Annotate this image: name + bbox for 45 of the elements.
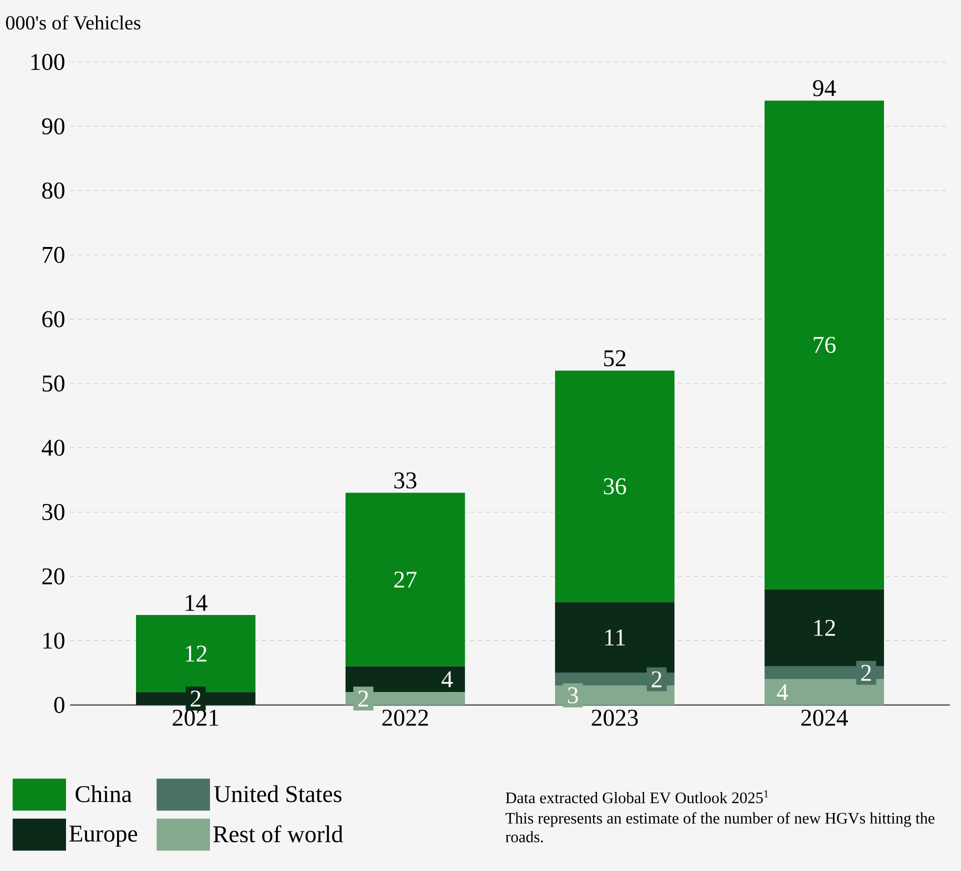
legend-label: Rest of world <box>213 825 343 842</box>
data-label: 36 <box>604 478 626 494</box>
data-label: 12 <box>814 620 835 636</box>
total-label: 33 <box>394 472 416 489</box>
bar <box>136 614 256 692</box>
data-label: 12 <box>186 646 206 662</box>
x-tick-label: 2024 <box>801 710 848 726</box>
data-label: 4 <box>442 671 453 688</box>
bar <box>555 370 674 602</box>
bar <box>346 492 465 666</box>
data-label: 2 <box>190 690 200 707</box>
data-label: 27 <box>394 572 417 588</box>
data-label: 2 <box>358 690 368 707</box>
text: This represents an estimate of the number of new HGVs hitting the roads. <box>506 812 934 842</box>
data-label: 2 <box>652 671 662 688</box>
y-tick-label: 90 <box>42 118 64 134</box>
y-tick-label: 100 <box>31 54 64 70</box>
text: Data extracted Global EV Outlook 2025$^{1}$ <box>506 790 768 804</box>
y-tick-label: 30 <box>42 504 64 520</box>
y-tick-label: 60 <box>42 311 64 328</box>
legend-label: China <box>76 785 132 802</box>
x-tick-label: 2021 <box>172 710 218 726</box>
data-label: 76 <box>814 336 836 353</box>
y-tick-label: 50 <box>42 375 64 392</box>
data-label: 11 <box>605 630 625 646</box>
bar <box>555 602 674 673</box>
total-label: 94 <box>813 80 836 96</box>
y-tick-label: 0 <box>54 696 64 714</box>
total-label: 14 <box>186 594 208 611</box>
data-label: 4 <box>776 684 788 700</box>
y-tick-label: 40 <box>42 440 64 456</box>
data-label: 2 <box>861 664 871 681</box>
legend-label: Europe <box>69 826 138 847</box>
legend-label: United States <box>214 785 342 802</box>
y-axis-title: 000's of Vehicles <box>6 15 140 30</box>
bar <box>764 589 884 666</box>
x-tick-label: 2022 <box>382 710 428 726</box>
x-tick-label: 2023 <box>592 710 638 726</box>
bar <box>764 100 884 590</box>
y-tick-label: 70 <box>42 246 64 263</box>
y-tick-label: 80 <box>42 182 64 199</box>
y-tick-label: 20 <box>42 568 64 584</box>
total-label: 52 <box>604 350 626 366</box>
data-label: 3 <box>568 687 578 704</box>
y-tick-label: 10 <box>43 632 64 649</box>
